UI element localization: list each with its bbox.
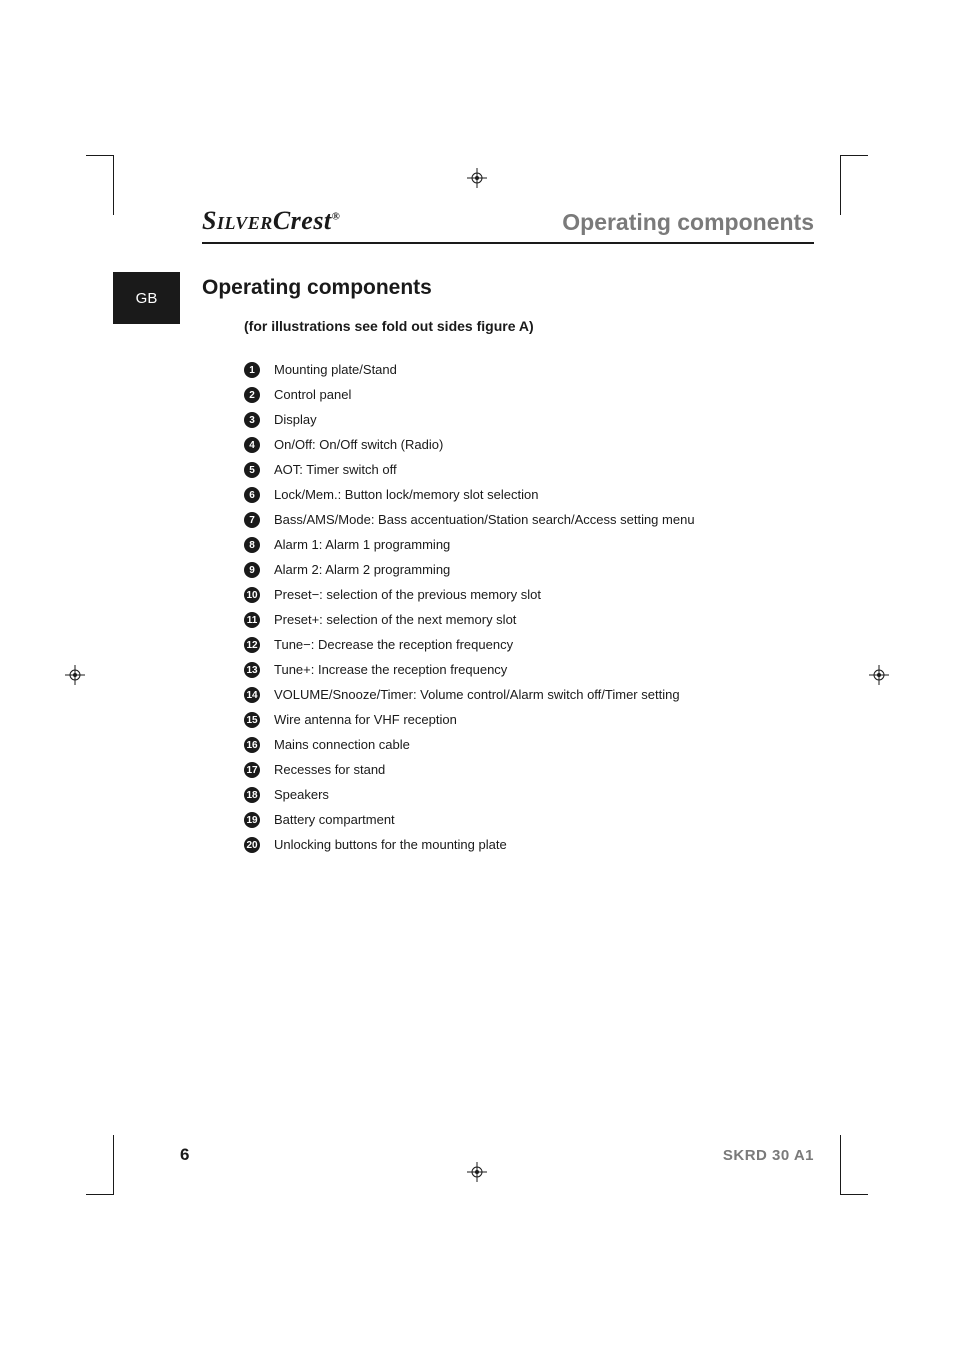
page-footer: 6 SKRD 30 A1: [180, 1145, 814, 1165]
list-item: 2 Control panel: [244, 387, 814, 403]
list-item: 18 Speakers: [244, 787, 814, 803]
number-bullet-icon: 15: [244, 712, 260, 728]
list-item-label: Unlocking buttons for the mounting plate: [274, 837, 507, 853]
registration-mark-icon: [65, 665, 85, 685]
list-item-label: Tune+: Increase the reception frequency: [274, 662, 507, 678]
list-item-label: Preset−: selection of the previous memor…: [274, 587, 541, 603]
number-bullet-icon: 11: [244, 612, 260, 628]
model-number: SKRD 30 A1: [723, 1147, 814, 1164]
number-bullet-icon: 12: [244, 637, 260, 653]
list-item-label: On/Off: On/Off switch (Radio): [274, 437, 443, 453]
number-bullet-icon: 17: [244, 762, 260, 778]
content-area: Operating components (for illustrations …: [202, 276, 814, 862]
list-item-label: Preset+: selection of the next memory sl…: [274, 612, 516, 628]
list-item: 4 On/Off: On/Off switch (Radio): [244, 437, 814, 453]
crop-mark-br: [781, 1135, 841, 1195]
number-bullet-icon: 4: [244, 437, 260, 453]
list-item-label: Control panel: [274, 387, 351, 403]
list-item-label: Lock/Mem.: Button lock/memory slot selec…: [274, 487, 538, 503]
list-item: 10 Preset−: selection of the previous mem…: [244, 587, 814, 603]
number-bullet-icon: 2: [244, 387, 260, 403]
list-item: 19 Battery compartment: [244, 812, 814, 828]
brand-word-2: Crest: [273, 206, 332, 235]
list-item-label: AOT: Timer switch off: [274, 462, 397, 478]
number-bullet-icon: 8: [244, 537, 260, 553]
page-header: SilverCrest® Operating components: [202, 206, 814, 244]
list-item: 11 Preset+: selection of the next memory …: [244, 612, 814, 628]
number-bullet-icon: 9: [244, 562, 260, 578]
brand-logo: SilverCrest®: [202, 206, 340, 236]
list-item-label: Wire antenna for VHF reception: [274, 712, 457, 728]
list-item-label: Display: [274, 412, 317, 428]
number-bullet-icon: 7: [244, 512, 260, 528]
list-item-label: Battery compartment: [274, 812, 395, 828]
list-item: 20 Unlocking buttons for the mounting pla…: [244, 837, 814, 853]
list-item: 9 Alarm 2: Alarm 2 programming: [244, 562, 814, 578]
brand-word-1: Silver: [202, 206, 273, 235]
registration-mark-icon: [869, 665, 889, 685]
registration-mark-icon: [467, 1162, 487, 1182]
number-bullet-icon: 18: [244, 787, 260, 803]
registration-mark-icon: [467, 168, 487, 188]
list-item: 5 AOT: Timer switch off: [244, 462, 814, 478]
list-item: 6 Lock/Mem.: Button lock/memory slot sele…: [244, 487, 814, 503]
list-item: 17 Recesses for stand: [244, 762, 814, 778]
list-item-label: Bass/AMS/Mode: Bass accentuation/Station…: [274, 512, 695, 528]
number-bullet-icon: 13: [244, 662, 260, 678]
number-bullet-icon: 5: [244, 462, 260, 478]
number-bullet-icon: 3: [244, 412, 260, 428]
list-item-label: Recesses for stand: [274, 762, 385, 778]
number-bullet-icon: 6: [244, 487, 260, 503]
list-item-label: Mains connection cable: [274, 737, 410, 753]
list-item: 15 Wire antenna for VHF reception: [244, 712, 814, 728]
number-bullet-icon: 14: [244, 687, 260, 703]
crop-mark-tl: [113, 155, 173, 215]
list-item-label: Alarm 2: Alarm 2 programming: [274, 562, 450, 578]
list-item-label: Tune−: Decrease the reception frequency: [274, 637, 513, 653]
list-item-label: VOLUME/Snooze/Timer: Volume control/Alar…: [274, 687, 680, 703]
component-list: 1 Mounting plate/Stand 2 Control panel 3 Disp…: [244, 362, 814, 853]
page-number: 6: [180, 1145, 189, 1165]
list-item: 13 Tune+: Increase the reception frequenc…: [244, 662, 814, 678]
number-bullet-icon: 20: [244, 837, 260, 853]
section-title: Operating components: [562, 209, 814, 236]
language-code: GB: [136, 290, 158, 307]
list-item: 7 Bass/AMS/Mode: Bass accentuation/Statio…: [244, 512, 814, 528]
crop-mark-bl: [113, 1135, 173, 1195]
list-item-label: Alarm 1: Alarm 1 programming: [274, 537, 450, 553]
list-item: 14 VOLUME/Snooze/Timer: Volume control/Al…: [244, 687, 814, 703]
number-bullet-icon: 19: [244, 812, 260, 828]
number-bullet-icon: 1: [244, 362, 260, 378]
list-item-label: Speakers: [274, 787, 329, 803]
list-item: 3 Display: [244, 412, 814, 428]
list-item: 1 Mounting plate/Stand: [244, 362, 814, 378]
content-subheading: (for illustrations see fold out sides fi…: [244, 318, 814, 334]
content-heading: Operating components: [202, 276, 814, 300]
registered-icon: ®: [332, 210, 341, 222]
list-item: 12 Tune−: Decrease the reception frequenc…: [244, 637, 814, 653]
language-tab: GB: [113, 272, 180, 324]
list-item-label: Mounting plate/Stand: [274, 362, 397, 378]
list-item: 16 Mains connection cable: [244, 737, 814, 753]
list-item: 8 Alarm 1: Alarm 1 programming: [244, 537, 814, 553]
number-bullet-icon: 10: [244, 587, 260, 603]
number-bullet-icon: 16: [244, 737, 260, 753]
